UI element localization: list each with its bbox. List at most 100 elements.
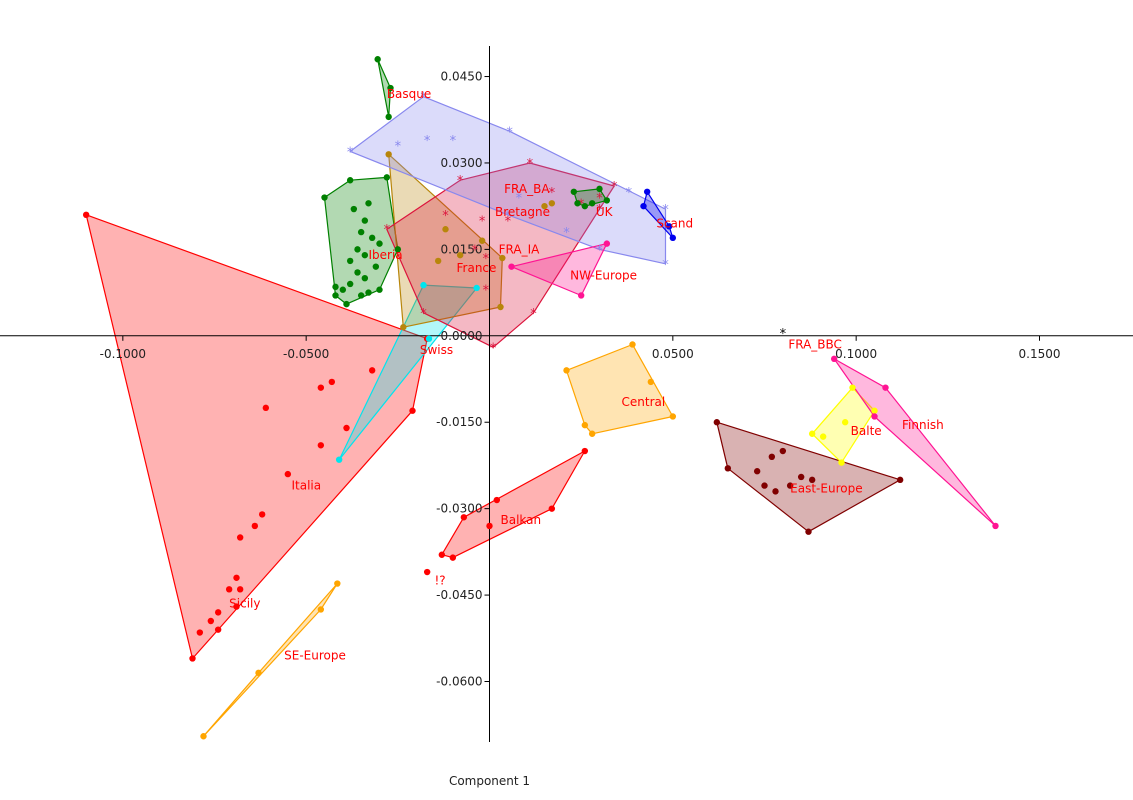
- point-uk: [596, 185, 603, 193]
- label-balte: Balte: [851, 424, 882, 438]
- point-swiss: [425, 335, 433, 342]
- point-fra-ia: *: [490, 341, 497, 356]
- label-scand: Scand: [656, 216, 693, 230]
- point-iberia: [354, 269, 361, 276]
- label-east-europe: East-Europe: [790, 481, 862, 495]
- y-tick-label: -0.0300: [436, 502, 482, 516]
- data-points: ********* * ***** *********** * ****: [82, 56, 999, 740]
- point-iberia: [372, 263, 380, 270]
- point-balte: [819, 433, 827, 440]
- point-uk: [581, 202, 589, 210]
- point-iberia: [346, 257, 354, 265]
- point-fra-bbc: *: [780, 327, 787, 342]
- x-tick-label: -0.1000: [100, 347, 146, 361]
- point-iberia: [339, 286, 347, 293]
- point-east-europe: [896, 476, 904, 484]
- label-uk: UK: [596, 205, 614, 219]
- point-swiss: [420, 281, 427, 289]
- point-nw-europe: [508, 263, 515, 270]
- point-iberia: [350, 205, 358, 213]
- point-balte: [838, 459, 845, 466]
- point-unknown: [423, 568, 431, 576]
- point-fra-ia: *: [483, 252, 490, 267]
- point-east-europe: [808, 476, 816, 484]
- point-east-europe: [805, 528, 812, 535]
- y-ticks: 0.0450 0.0300 0.0150 -0.0150 -0.0300 -0.0450 -…: [436, 70, 490, 689]
- point-fra-ia: *: [530, 307, 537, 322]
- point-italia: [317, 384, 325, 391]
- point-france: [434, 257, 442, 265]
- point-fra-ia: *: [578, 197, 585, 212]
- point-italia: [317, 442, 325, 449]
- x-tick-label: 0.0500: [652, 347, 694, 361]
- point-italia: [225, 586, 233, 593]
- point-bretagne: [541, 202, 548, 210]
- point-fra-ba: *: [505, 209, 512, 224]
- point-east-europe: [768, 453, 776, 461]
- point-se-europe: [255, 669, 262, 677]
- label-finnish: Finnish: [902, 418, 944, 432]
- label-se-europe: SE-Europe: [284, 649, 346, 663]
- hull-fra-ba: [349, 96, 667, 265]
- point-italia: [196, 629, 204, 636]
- point-east-europe: [753, 468, 761, 475]
- label-italia: Italia: [292, 479, 322, 493]
- point-east-europe: [713, 419, 721, 426]
- point-basque: [374, 56, 381, 63]
- point-iberia: [383, 174, 391, 181]
- point-iberia: [346, 177, 354, 184]
- point-uk: [603, 197, 611, 204]
- point-italia: [233, 603, 240, 610]
- point-east-europe: [761, 482, 768, 489]
- point-fra-ia: *: [527, 157, 534, 172]
- origin-tick-label: 0.0000: [441, 329, 483, 343]
- point-italia: [82, 211, 90, 219]
- point-scand: [643, 188, 651, 195]
- hull-italia: [85, 214, 428, 660]
- hull-east-europe: [716, 421, 901, 533]
- y-tick-label: 0.0300: [441, 156, 483, 170]
- point-iberia: [354, 246, 361, 253]
- point-balte: [871, 407, 878, 414]
- point-iberia: [361, 274, 369, 282]
- point-central: [647, 378, 655, 386]
- point-italia: [343, 424, 350, 432]
- point-fra-ba: *: [347, 145, 354, 160]
- point-balte: [841, 419, 849, 426]
- point-italia: [262, 404, 270, 412]
- point-france: [442, 226, 449, 233]
- point-balkan: [460, 514, 468, 521]
- point-iberia: [361, 251, 369, 259]
- point-italia: [214, 609, 222, 616]
- label-fra-ba: FRA_BA: [504, 182, 550, 196]
- label-central: Central: [622, 395, 666, 409]
- point-fra-ia: *: [611, 180, 618, 195]
- point-iberia: [321, 194, 328, 201]
- point-fra-ba: *: [424, 134, 431, 149]
- axes: -0.1000 -0.0500 0.0500 0.1000 0.1500 0.0450 0…: [0, 46, 1133, 742]
- group-hulls: [85, 58, 997, 737]
- point-fra-ia: *: [549, 186, 556, 201]
- point-sicily: [207, 617, 215, 625]
- point-france: [478, 237, 486, 244]
- point-finnish: [871, 413, 878, 420]
- label-sicily: Sicily: [229, 597, 260, 611]
- label-balkan: Balkan: [501, 513, 542, 527]
- label-basque: Basque: [387, 87, 431, 101]
- x-axis-title: Component 1: [449, 774, 530, 788]
- point-se-europe: [334, 580, 341, 587]
- point-scand: [665, 223, 673, 230]
- point-france: [497, 303, 504, 311]
- point-fra-ba: *: [420, 91, 427, 106]
- point-finnish: [882, 384, 889, 391]
- point-scand: [640, 202, 647, 210]
- point-fra-ia: *: [442, 209, 449, 224]
- point-basque: [387, 84, 394, 92]
- y-tick-label: 0.0450: [441, 70, 483, 84]
- x-ticks: -0.1000 -0.0500 0.0500 0.1000 0.1500: [100, 335, 1061, 361]
- point-se-europe: [200, 733, 207, 740]
- y-tick-label: -0.0600: [436, 675, 482, 689]
- hull-nw-europe: [510, 243, 608, 297]
- hull-basque: [377, 58, 392, 118]
- point-italia: [328, 378, 336, 386]
